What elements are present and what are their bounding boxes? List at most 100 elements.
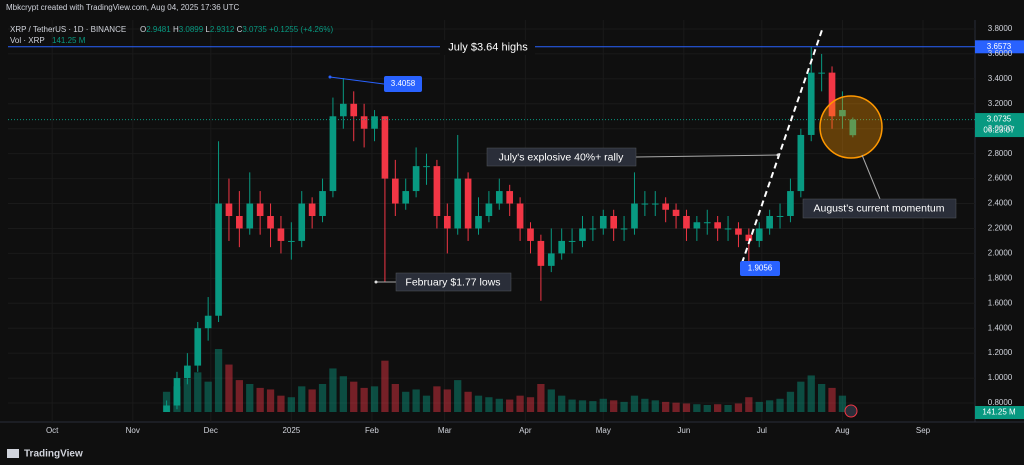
volume-bar — [506, 399, 514, 412]
candle-body — [807, 72, 815, 135]
volume-bar — [235, 380, 243, 412]
candle-body — [454, 178, 462, 229]
volume-bar — [246, 384, 254, 412]
candle-body — [506, 191, 514, 204]
price-badge — [975, 40, 1024, 54]
y-tick-label: 1.0000 — [988, 373, 1013, 382]
label-box — [395, 272, 512, 292]
volume-bar — [443, 389, 451, 412]
y-tick-label: 3.6000 — [988, 49, 1013, 58]
x-tick-label: Dec — [204, 426, 218, 435]
x-tick-label: Aug — [835, 426, 849, 435]
volume-bar — [225, 364, 233, 412]
volume-bar — [755, 401, 763, 412]
candle-body — [735, 228, 742, 235]
credit: Mbkcrypt created with TradingView.com, A… — [6, 3, 240, 12]
candle-body — [527, 228, 534, 241]
volume-bar — [391, 384, 399, 412]
volume-bar — [329, 368, 337, 412]
y-tick-label: 3.2000 — [988, 99, 1013, 108]
volume-bar — [641, 398, 649, 412]
callout-label: 1.9056 — [748, 264, 773, 273]
volume-bar — [599, 398, 607, 412]
symbol: XRP / TetherUS · 1D · BINANCE — [10, 25, 126, 34]
candle-body — [475, 216, 482, 229]
volume-bar — [360, 387, 368, 412]
volume-bar — [766, 400, 774, 412]
volume-bar — [318, 384, 327, 412]
volume-bar — [194, 372, 202, 412]
candle-body — [651, 203, 659, 205]
volume-name: Vol · XRP — [10, 36, 45, 45]
volume-bar — [672, 402, 680, 412]
volume-bar — [381, 360, 389, 412]
volume-bar — [682, 403, 691, 412]
annotation: February $1.77 lows — [405, 276, 500, 288]
volume-bar — [558, 395, 566, 412]
candle-body — [277, 228, 285, 241]
y-tick-label: 2.8000 — [988, 149, 1013, 158]
x-tick-label: Apr — [519, 426, 532, 435]
volume-bar — [485, 397, 493, 412]
volume-bar — [412, 389, 420, 412]
candle-body — [641, 203, 649, 205]
price-badge — [975, 113, 1024, 138]
y-tick-label: 3.4000 — [988, 74, 1013, 83]
volume-bar — [589, 401, 597, 412]
candle-body — [495, 191, 503, 204]
volume-bar — [298, 386, 306, 412]
callout-line — [329, 76, 385, 85]
y-tick-label: 0.8000 — [988, 398, 1013, 407]
volume-badge-label: 141.25 M — [982, 408, 1016, 417]
candle-body — [381, 116, 389, 179]
candle-body — [443, 216, 451, 229]
volume-bar — [651, 400, 659, 412]
candle-body — [329, 116, 337, 192]
candle-body — [485, 203, 493, 216]
annotation: July's explosive 40%+ rally — [499, 151, 625, 163]
volume-bar — [526, 397, 535, 412]
callout-label: 3.4058 — [391, 79, 416, 88]
y-tick-label: 1.8000 — [988, 273, 1013, 282]
candle-body — [402, 191, 410, 204]
label-box — [486, 147, 637, 167]
callout-dot — [328, 75, 332, 79]
volume-bar — [454, 380, 462, 412]
volume-bar — [797, 381, 805, 412]
candle-body — [631, 203, 638, 229]
volume-bar — [402, 391, 410, 412]
volume-bar — [568, 399, 576, 412]
callout-line — [861, 154, 881, 200]
candle-body — [173, 378, 181, 406]
annotation: August's current momentum — [814, 202, 945, 214]
candle-body — [225, 203, 233, 216]
volume-bar — [339, 376, 347, 412]
y-tick-label: 3.8000 — [988, 24, 1013, 33]
volume-bar — [370, 386, 379, 412]
candle-body — [360, 116, 368, 129]
countdown: 06:23:07 — [983, 126, 1015, 135]
volume-bar — [214, 349, 223, 412]
volume-bar — [537, 384, 545, 412]
close: 3.0735 — [242, 25, 267, 34]
candle-body — [714, 222, 721, 229]
volume-bar — [183, 378, 192, 412]
candle-body — [828, 72, 836, 117]
volume-bar — [662, 401, 670, 412]
volume-bar — [776, 398, 784, 412]
candle-body — [340, 103, 347, 117]
volume-bar — [610, 400, 618, 412]
y-tick-label: 2.2000 — [988, 224, 1013, 233]
candle-body — [391, 178, 399, 204]
candle-body — [818, 72, 825, 74]
volume-bar — [828, 387, 836, 412]
volume-bar — [204, 381, 212, 412]
label-box — [802, 198, 957, 219]
volume-bar — [547, 389, 555, 412]
candle-body — [755, 228, 763, 241]
candle-body — [319, 191, 326, 216]
x-tick-label: Jun — [677, 426, 690, 435]
y-tick-label: 1.2000 — [988, 348, 1013, 357]
high: 3.0899 — [179, 25, 204, 34]
